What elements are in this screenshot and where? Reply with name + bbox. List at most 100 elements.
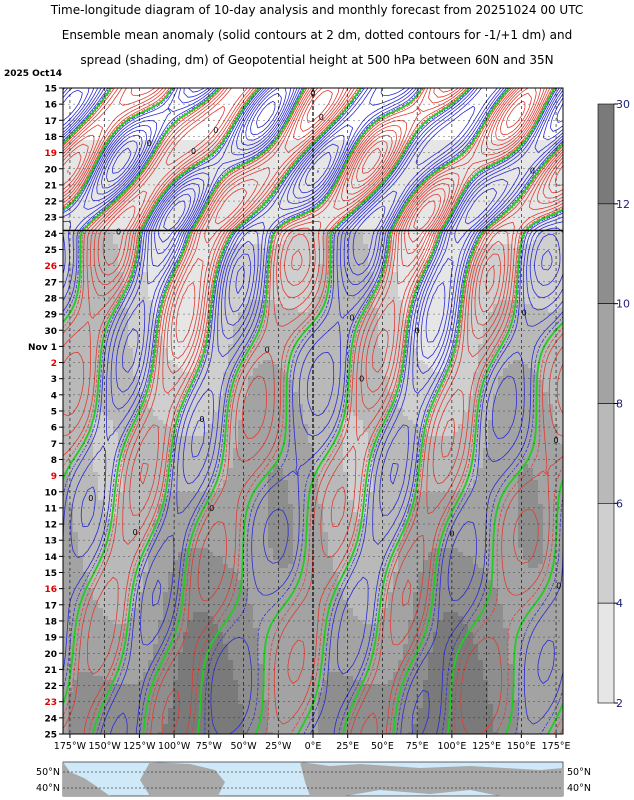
spread-cell	[258, 188, 264, 193]
spread-cell	[488, 204, 494, 209]
spread-cell	[458, 224, 464, 229]
spread-cell	[518, 148, 524, 153]
spread-cell	[138, 200, 144, 205]
spread-cell	[288, 236, 294, 241]
spread-cell	[493, 200, 499, 205]
spread-cell	[138, 276, 144, 281]
spread-cell	[333, 144, 339, 149]
spread-cell	[438, 304, 444, 309]
spread-cell	[258, 140, 264, 145]
spread-cell	[463, 204, 469, 209]
spread-cell	[228, 192, 234, 197]
spread-cell	[488, 196, 494, 201]
spread-cell	[93, 280, 99, 285]
spread-cell	[268, 216, 274, 221]
spread-cell	[288, 188, 294, 193]
spread-cell	[148, 140, 154, 145]
spread-cell	[548, 192, 554, 197]
spread-cell	[253, 236, 259, 241]
spread-cell	[68, 172, 74, 177]
spread-cell	[503, 236, 509, 241]
spread-cell	[128, 164, 134, 169]
spread-cell	[338, 284, 344, 289]
spread-cell	[433, 232, 439, 237]
spread-cell	[343, 244, 349, 249]
spread-cell	[368, 232, 374, 237]
spread-cell	[263, 216, 269, 221]
spread-cell	[543, 292, 549, 297]
spread-cell	[443, 268, 449, 273]
spread-cell	[318, 316, 324, 321]
spread-cell	[268, 300, 274, 305]
spread-cell	[468, 336, 474, 341]
spread-cell	[88, 232, 94, 237]
spread-cell	[198, 252, 204, 257]
spread-cell	[348, 176, 354, 181]
spread-cell	[333, 160, 339, 165]
spread-cell	[463, 232, 469, 237]
spread-cell	[193, 164, 199, 169]
spread-cell	[98, 196, 104, 201]
spread-cell	[528, 188, 534, 193]
spread-cell	[248, 188, 254, 193]
spread-cell	[488, 276, 494, 281]
spread-cell	[553, 236, 559, 241]
spread-cell	[313, 240, 319, 245]
spread-cell	[328, 168, 334, 173]
spread-cell	[258, 196, 264, 201]
spread-cell	[298, 152, 304, 157]
spread-cell	[123, 332, 129, 337]
spread-cell	[553, 264, 559, 269]
spread-cell	[543, 192, 549, 197]
spread-cell	[93, 156, 99, 161]
spread-cell	[283, 196, 289, 201]
spread-cell	[308, 244, 314, 249]
spread-cell	[318, 232, 324, 237]
spread-cell	[238, 272, 244, 277]
spread-cell	[313, 232, 319, 237]
spread-cell	[533, 300, 539, 305]
spread-cell	[113, 156, 119, 161]
spread-cell	[233, 268, 239, 273]
spread-cell	[173, 324, 179, 329]
spread-cell	[493, 260, 499, 265]
spread-cell	[493, 248, 499, 253]
spread-cell	[118, 248, 124, 253]
spread-cell	[338, 236, 344, 241]
spread-cell	[378, 212, 384, 217]
spread-cell	[233, 144, 239, 149]
spread-cell	[528, 140, 534, 145]
spread-cell	[433, 204, 439, 209]
spread-cell	[118, 236, 124, 241]
spread-cell	[293, 260, 299, 265]
spread-cell	[258, 180, 264, 185]
spread-cell	[528, 336, 534, 341]
spread-cell	[378, 192, 384, 197]
spread-cell	[238, 208, 244, 213]
spread-cell	[353, 232, 359, 237]
spread-cell	[298, 208, 304, 213]
spread-cell	[373, 184, 379, 189]
spread-cell	[363, 220, 369, 225]
spread-cell	[293, 140, 299, 145]
spread-cell	[423, 224, 429, 229]
spread-cell	[283, 284, 289, 289]
spread-cell	[168, 212, 174, 217]
spread-cell	[313, 180, 319, 185]
spread-cell	[458, 244, 464, 249]
spread-cell	[493, 168, 499, 173]
spread-cell	[473, 152, 479, 157]
spread-cell	[133, 156, 139, 161]
spread-cell	[248, 184, 254, 189]
spread-cell	[508, 212, 514, 217]
spread-cell	[138, 292, 144, 297]
spread-cell	[443, 140, 449, 145]
spread-cell	[348, 180, 354, 185]
spread-cell	[198, 204, 204, 209]
spread-cell	[78, 332, 84, 337]
spread-cell	[328, 140, 334, 145]
spread-cell	[488, 184, 494, 189]
spread-cell	[238, 172, 244, 177]
spread-cell	[523, 216, 529, 221]
spread-cell	[538, 276, 544, 281]
